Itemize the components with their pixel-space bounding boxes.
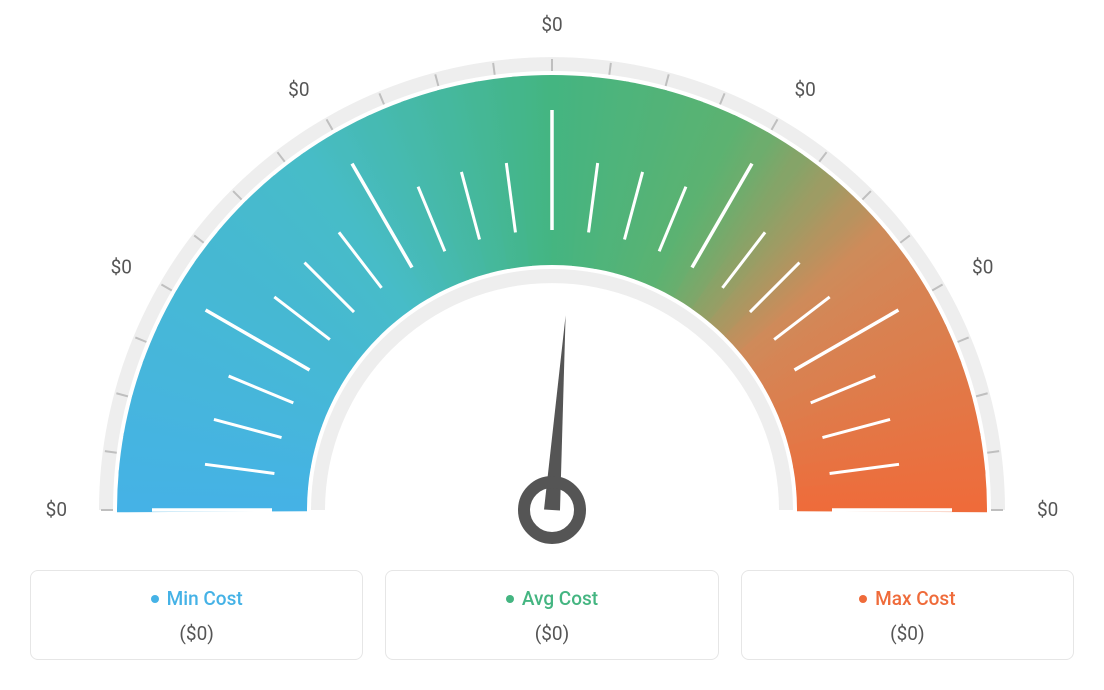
legend-dot-avg	[506, 595, 514, 603]
legend-value-avg: ($0)	[396, 622, 707, 645]
svg-text:$0: $0	[288, 78, 309, 101]
legend-label-max: Max Cost	[752, 587, 1063, 610]
legend-row: Min Cost ($0) Avg Cost ($0) Max Cost ($0…	[30, 570, 1074, 660]
legend-card-max: Max Cost ($0)	[741, 570, 1074, 660]
svg-text:$0: $0	[795, 78, 816, 101]
legend-value-min: ($0)	[41, 622, 352, 645]
svg-text:$0: $0	[972, 256, 993, 279]
svg-text:$0: $0	[111, 256, 132, 279]
svg-text:$0: $0	[46, 498, 67, 521]
gauge-svg: $0 $0 $0 $0 $0 $0 $0	[30, 10, 1074, 560]
legend-dot-min	[151, 595, 159, 603]
legend-label-text: Avg Cost	[522, 587, 598, 610]
svg-text:$0: $0	[1037, 498, 1058, 521]
legend-value-max: ($0)	[752, 622, 1063, 645]
legend-label-avg: Avg Cost	[396, 587, 707, 610]
gauge-container: $0 $0 $0 $0 $0 $0 $0 Min Cost ($0) Avg Cost ($…	[0, 0, 1104, 690]
legend-label-text: Min Cost	[167, 587, 243, 610]
svg-text:$0: $0	[541, 13, 562, 36]
legend-card-min: Min Cost ($0)	[30, 570, 363, 660]
legend-label-text: Max Cost	[875, 587, 955, 610]
legend-dot-max	[859, 595, 867, 603]
gauge-chart: $0 $0 $0 $0 $0 $0 $0	[30, 10, 1074, 560]
legend-card-avg: Avg Cost ($0)	[385, 570, 718, 660]
legend-label-min: Min Cost	[41, 587, 352, 610]
